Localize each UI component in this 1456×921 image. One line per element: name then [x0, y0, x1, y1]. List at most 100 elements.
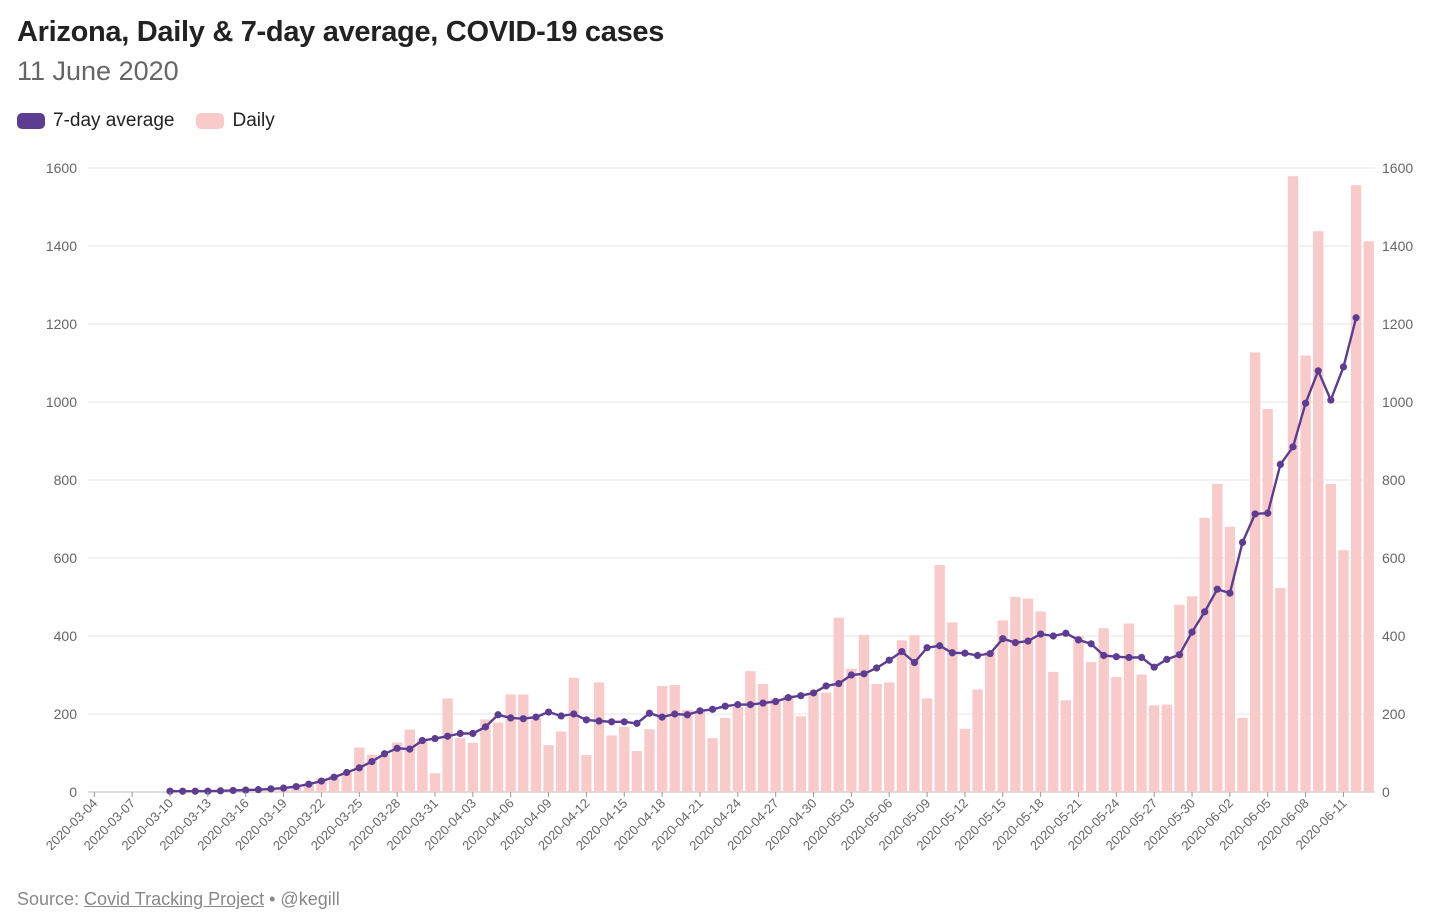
point: [784, 694, 792, 702]
y-tick-label-left: 200: [54, 706, 78, 722]
bar: [858, 634, 870, 792]
point: [1314, 367, 1322, 375]
point: [1125, 653, 1133, 662]
bar: [896, 640, 908, 792]
point: [1327, 396, 1335, 404]
bar: [934, 565, 945, 792]
point: [671, 710, 679, 718]
bar: [757, 683, 769, 792]
bar: [770, 698, 781, 792]
bar: [1073, 636, 1084, 792]
bar: [328, 776, 340, 792]
bar: [656, 685, 668, 792]
bar: [1010, 597, 1021, 792]
point: [343, 768, 351, 777]
bar: [480, 719, 491, 792]
legend-item-7day-average[interactable]: 7-day average: [17, 110, 174, 132]
chart-subtitle: 11 June 2020: [17, 56, 179, 86]
point: [519, 715, 527, 723]
bar: [745, 671, 756, 792]
source-link[interactable]: Covid Tracking Project: [84, 889, 265, 909]
bar: [884, 682, 895, 792]
point: [481, 723, 490, 731]
point: [683, 711, 691, 719]
y-tick-label-right: 600: [1382, 550, 1406, 566]
bar: [707, 738, 718, 792]
bar: [1123, 623, 1135, 792]
point: [380, 750, 389, 758]
bar: [783, 695, 794, 792]
point: [582, 716, 590, 724]
point: [746, 701, 755, 709]
point: [835, 679, 843, 688]
bar: [1300, 355, 1311, 792]
bar: [1161, 704, 1172, 792]
bar: [1136, 674, 1147, 792]
point: [469, 729, 477, 738]
y-tick-label-right: 1600: [1382, 160, 1413, 176]
point: [809, 689, 818, 697]
bar: [593, 682, 605, 792]
point: [570, 710, 578, 718]
point: [608, 718, 616, 726]
bar: [404, 729, 415, 792]
point: [734, 701, 742, 709]
y-tick-label-left: 600: [54, 550, 78, 566]
point: [1037, 630, 1045, 638]
bar: [820, 692, 832, 792]
point: [961, 649, 969, 657]
bar: [997, 620, 1008, 792]
point: [847, 671, 855, 679]
point: [1264, 509, 1272, 517]
point: [1137, 653, 1146, 662]
point: [1150, 663, 1158, 671]
point: [1087, 640, 1095, 648]
bar: [909, 635, 920, 792]
legend-item-daily[interactable]: Daily: [196, 110, 275, 132]
point: [885, 656, 893, 664]
point: [179, 787, 187, 795]
y-tick-label-right: 800: [1382, 472, 1406, 488]
point: [936, 642, 944, 650]
bar: [1262, 409, 1273, 792]
bar: [1174, 604, 1185, 792]
point: [948, 649, 956, 657]
source-credit: Source: Covid Tracking Project • @kegill: [17, 889, 340, 910]
point: [532, 713, 540, 721]
bar: [1149, 705, 1160, 792]
bar: [720, 717, 731, 792]
point: [873, 664, 881, 672]
bar: [492, 722, 504, 792]
bar: [972, 689, 983, 792]
point: [999, 635, 1007, 643]
bar: [1237, 717, 1248, 792]
y-tick-label-left: 400: [54, 628, 78, 644]
bar: [984, 651, 996, 792]
point: [393, 744, 401, 752]
point: [1339, 363, 1348, 371]
point: [708, 705, 717, 713]
bar: [467, 742, 479, 792]
bar: [429, 773, 441, 792]
bar: [341, 772, 352, 792]
point: [191, 787, 199, 795]
y-tick-label-right: 1000: [1382, 394, 1413, 410]
bar: [530, 717, 542, 792]
point: [759, 699, 767, 707]
bar: [669, 685, 680, 792]
point: [355, 764, 363, 772]
legend: 7-day average Daily: [17, 110, 297, 132]
point: [507, 714, 515, 722]
point: [456, 729, 464, 738]
y-tick-label-left: 1600: [46, 160, 77, 176]
point: [910, 658, 919, 667]
bar: [1186, 596, 1198, 792]
point: [305, 780, 313, 788]
point: [292, 782, 300, 791]
bar: [959, 728, 971, 792]
point: [317, 777, 326, 785]
point: [1188, 628, 1196, 636]
bar: [505, 694, 516, 792]
point: [1289, 443, 1297, 451]
bar: [619, 726, 630, 792]
